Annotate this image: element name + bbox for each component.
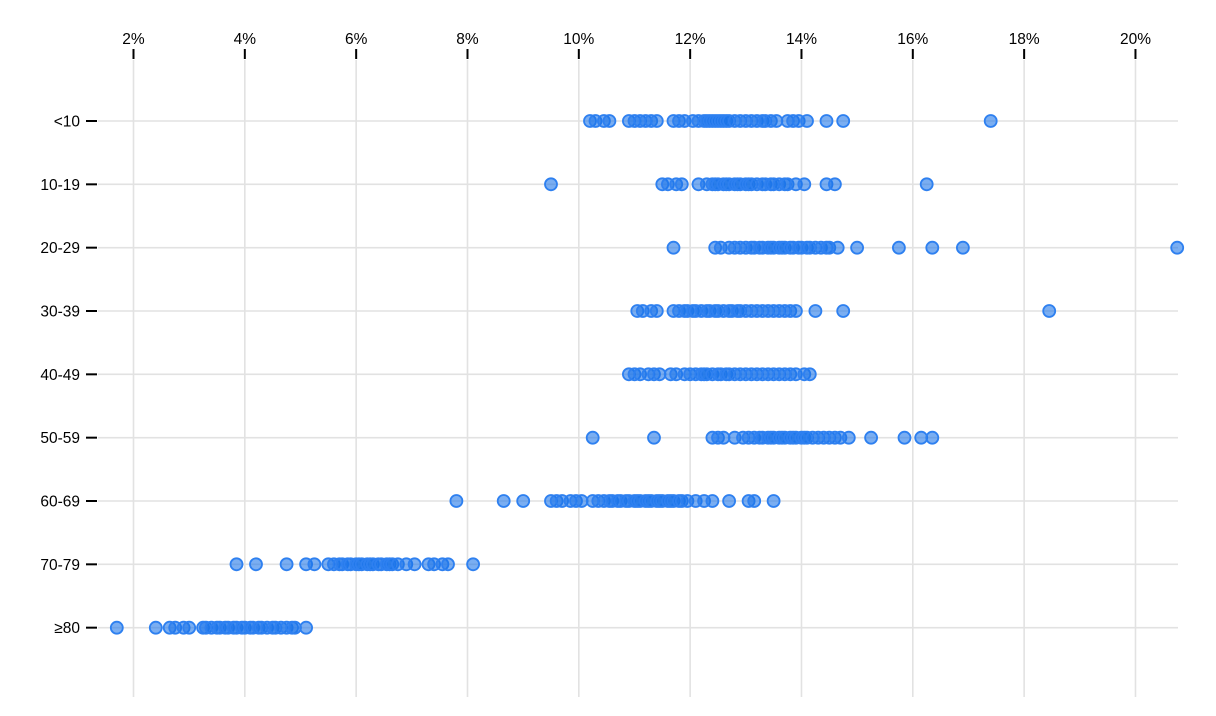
data-point <box>850 240 864 255</box>
x-axis-tick-label: 2% <box>122 31 145 48</box>
data-point <box>407 557 422 572</box>
x-gridlines-group <box>132 60 1137 697</box>
data-point <box>716 430 731 445</box>
data-point <box>287 620 302 635</box>
data-point <box>647 430 661 445</box>
data-point <box>919 177 934 192</box>
data-point <box>789 304 803 318</box>
y-axis-category-label: 60-69 <box>40 493 80 510</box>
y-axis-category-label: 20-29 <box>40 240 80 257</box>
data-point <box>182 620 197 635</box>
y-axis-category-label: 50-59 <box>40 430 80 447</box>
series-row <box>109 620 314 635</box>
x-axis-tick-label: 10% <box>563 31 594 48</box>
y-axis-category-label: 10-19 <box>40 177 80 194</box>
data-point <box>983 114 998 128</box>
data-point <box>544 177 558 192</box>
data-point <box>148 620 163 635</box>
data-point <box>279 557 294 572</box>
data-point <box>1042 304 1057 318</box>
y-axis-left: <10 10-19 20-29 30-39 40-49 50-59 60-69 70-79 ≥8… <box>40 114 97 637</box>
data-point <box>496 494 511 508</box>
data-point <box>836 304 851 318</box>
data-point <box>897 430 912 445</box>
x-axis-tick-label: 4% <box>234 31 257 48</box>
data-point <box>449 494 464 508</box>
series-row <box>666 240 1185 255</box>
x-axis-tick-label: 8% <box>456 31 479 48</box>
data-point <box>674 177 689 192</box>
series-row <box>622 367 817 382</box>
x-axis-tick-label: 6% <box>345 31 368 48</box>
data-point <box>307 557 322 572</box>
data-point <box>892 240 906 255</box>
y-axis-category-label: 40-49 <box>40 367 80 384</box>
data-point <box>299 620 314 635</box>
data-point <box>1170 240 1185 255</box>
data-point <box>819 114 834 128</box>
data-point <box>769 114 784 128</box>
data-point <box>841 430 856 445</box>
data-point <box>925 430 940 445</box>
data-point <box>925 240 940 255</box>
x-axis-tick-label: 12% <box>675 31 706 48</box>
y-axis-category-label: 30-39 <box>40 303 80 320</box>
data-points-group <box>109 114 1185 635</box>
series-row <box>583 114 998 128</box>
series-row <box>449 494 781 508</box>
data-point <box>808 304 823 318</box>
data-point <box>956 240 970 255</box>
x-axis-top: 2% 4% 6% 8% 10% 12% 14% 16% 18% 20% <box>122 31 1151 59</box>
series-row <box>544 177 934 192</box>
data-point <box>649 114 664 128</box>
data-point <box>830 240 845 255</box>
data-point <box>747 494 762 508</box>
x-axis-tick-label: 14% <box>786 31 817 48</box>
data-point <box>574 494 589 508</box>
x-axis-tick-label: 20% <box>1120 31 1151 48</box>
data-point <box>585 430 600 445</box>
series-row <box>229 557 481 572</box>
data-point <box>109 620 124 635</box>
data-point <box>229 557 244 572</box>
data-point <box>705 494 720 508</box>
data-point <box>666 240 681 255</box>
data-point <box>828 177 842 192</box>
data-point <box>800 114 814 128</box>
data-point <box>441 557 455 572</box>
data-point <box>652 367 667 382</box>
data-point <box>864 430 878 445</box>
y-axis-category-label: 70-79 <box>40 557 80 574</box>
y-axis-category-label: ≥80 <box>54 620 80 637</box>
data-point <box>249 557 263 572</box>
x-axis-tick-label: 18% <box>1009 31 1040 48</box>
data-point <box>797 177 812 192</box>
data-point <box>516 494 531 508</box>
data-point <box>649 304 664 318</box>
data-point <box>466 557 481 572</box>
series-row <box>585 430 940 445</box>
data-point <box>602 114 617 128</box>
data-point <box>766 494 781 508</box>
series-row <box>630 304 1057 318</box>
data-point <box>836 114 851 128</box>
data-point <box>722 494 736 508</box>
x-axis-tick-label: 16% <box>897 31 928 48</box>
y-axis-category-label: <10 <box>54 114 81 131</box>
data-point <box>802 367 817 382</box>
